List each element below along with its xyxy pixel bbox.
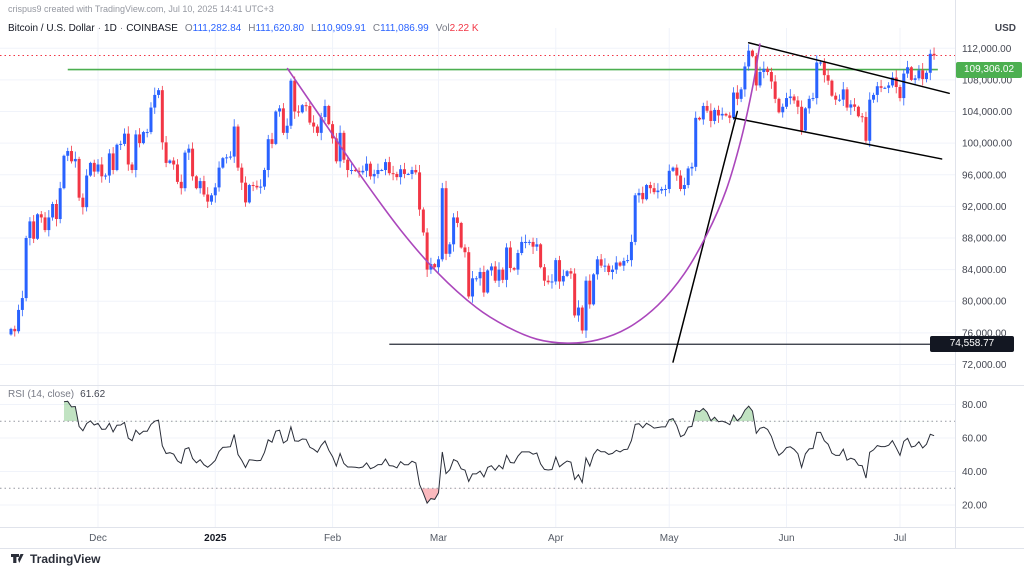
svg-text:40.00: 40.00 [962, 467, 987, 478]
volume-value: 2.22 K [449, 23, 479, 34]
interval-label[interactable]: 1D [104, 23, 117, 34]
rsi-title: RSI (14, close) [8, 389, 75, 400]
tradingview-logo[interactable]: TradingView [10, 551, 100, 566]
svg-text:20.00: 20.00 [962, 501, 987, 512]
symbol-info-row[interactable]: Bitcoin / U.S. Dollar · 1D · COINBASE O111,28… [8, 23, 479, 34]
close-value: 111,086.99 [380, 23, 429, 34]
svg-text:Mar: Mar [430, 533, 448, 544]
candlestick-series [9, 44, 936, 338]
svg-text:May: May [660, 533, 679, 544]
price-badge-level: 74,558.77 [930, 336, 1014, 353]
svg-text:Apr: Apr [548, 533, 564, 544]
high-value: 111,620.80 [255, 23, 305, 34]
svg-text:2025: 2025 [204, 533, 227, 544]
close-label: C [372, 23, 381, 34]
axis-labels[interactable]: 112,000.00 108,000.00 104,000.00 100,000.00… [89, 44, 1012, 544]
open-label: O [184, 23, 193, 34]
svg-text:60.00: 60.00 [962, 433, 987, 444]
tradingview-logo-icon [11, 554, 24, 563]
separator-dot: · [97, 23, 102, 34]
svg-text:92,000.00: 92,000.00 [962, 202, 1007, 213]
svg-text:Feb: Feb [324, 533, 342, 544]
rsi-plot [0, 400, 955, 505]
low-value: 110,909.91 [316, 23, 366, 34]
symbol-name[interactable]: Bitcoin / U.S. Dollar [8, 23, 95, 34]
svg-text:96,000.00: 96,000.00 [962, 170, 1007, 181]
svg-text:80.00: 80.00 [962, 400, 987, 411]
attribution-text: crispus9 created with TradingView.com, J… [8, 4, 274, 14]
open-value: 111,282.84 [192, 23, 242, 34]
volume-label: Vol [435, 23, 450, 34]
svg-text:80,000.00: 80,000.00 [962, 297, 1007, 308]
tradingview-logo-text: TradingView [30, 551, 101, 566]
svg-text:112,000.00: 112,000.00 [962, 44, 1012, 55]
svg-text:Dec: Dec [89, 533, 107, 544]
svg-text:84,000.00: 84,000.00 [962, 265, 1007, 276]
svg-text:100,000.00: 100,000.00 [962, 139, 1012, 150]
svg-text:104,000.00: 104,000.00 [962, 107, 1012, 118]
high-label: H [248, 23, 256, 34]
low-label: L [311, 23, 317, 34]
rsi-value: 61.62 [80, 389, 106, 400]
svg-text:76,000.00: 76,000.00 [962, 328, 1007, 339]
exchange-label[interactable]: COINBASE [126, 23, 178, 34]
svg-text:72,000.00: 72,000.00 [962, 360, 1007, 371]
trendline-drawings[interactable] [286, 41, 950, 363]
svg-text:108,000.00: 108,000.00 [962, 75, 1012, 86]
svg-text:Jul: Jul [894, 533, 907, 544]
grid-lines [0, 28, 955, 527]
price-badge-current: 109,306.02 [956, 61, 1022, 78]
svg-text:Jun: Jun [778, 533, 794, 544]
separator-dot: · [119, 23, 124, 34]
rsi-indicator-label[interactable]: RSI (14, close) 61.62 [8, 389, 105, 400]
svg-text:88,000.00: 88,000.00 [962, 233, 1007, 244]
pane-separators [0, 0, 1024, 549]
currency-label[interactable]: USD [994, 23, 1016, 34]
horizontal-level-lines [0, 54, 955, 345]
